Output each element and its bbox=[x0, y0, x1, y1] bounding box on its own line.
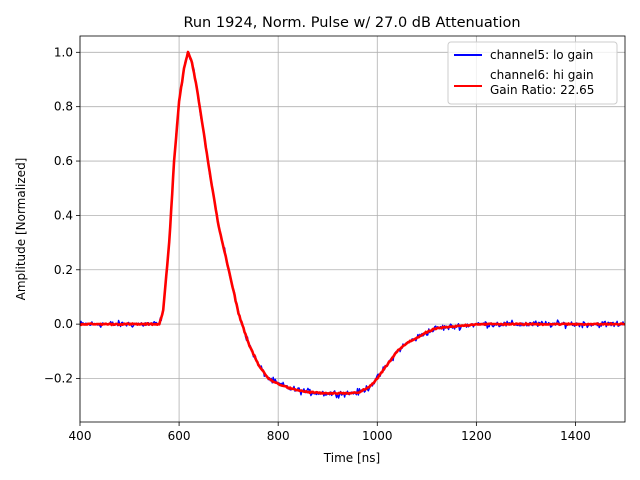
x-tick-label: 1000 bbox=[362, 429, 393, 443]
y-tick-label: 0.0 bbox=[54, 317, 73, 331]
x-axis-label: Time [ns] bbox=[323, 451, 380, 465]
legend-label-hi-gain: channel6: hi gain bbox=[490, 68, 594, 82]
x-tick-label: 400 bbox=[69, 429, 92, 443]
plot-frame bbox=[79, 35, 626, 423]
x-tick-label: 1200 bbox=[461, 429, 492, 443]
legend-label-lo-gain: channel5: lo gain bbox=[490, 48, 593, 62]
legend: channel5: lo gain channel6: hi gain Gain… bbox=[447, 41, 618, 105]
series-line-1 bbox=[80, 50, 625, 396]
series-line-0 bbox=[80, 54, 625, 399]
x-tick-label: 1400 bbox=[560, 429, 591, 443]
y-axis-label: Amplitude [Normalized] bbox=[14, 158, 28, 301]
axes: 400 600 800 1000 1200 1400 −0.2 0.0 0.2 0.4 0.6 0.8… bbox=[44, 35, 626, 443]
legend-label-gain-ratio: Gain Ratio: 22.65 bbox=[490, 83, 594, 97]
y-tick-label: 0.4 bbox=[54, 208, 73, 222]
y-tick-label: 0.6 bbox=[54, 154, 73, 168]
plot-area bbox=[80, 50, 625, 399]
y-tick-label: 0.2 bbox=[54, 263, 73, 277]
chart-title: Run 1924, Norm. Pulse w/ 27.0 dB Attenua… bbox=[183, 15, 520, 31]
x-tick-label: 600 bbox=[168, 429, 191, 443]
y-tick-label: 0.8 bbox=[54, 100, 73, 114]
y-tick-label: 1.0 bbox=[54, 45, 73, 59]
legend-frame bbox=[447, 41, 618, 105]
y-tick-label: −0.2 bbox=[44, 372, 73, 386]
x-tick-label: 800 bbox=[267, 429, 290, 443]
